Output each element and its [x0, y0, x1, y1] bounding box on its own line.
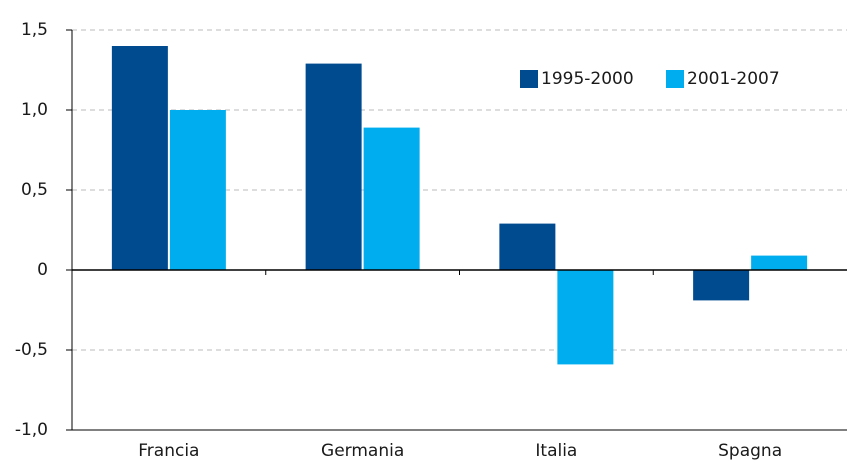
y-tick-label: -0,5: [15, 340, 48, 360]
bar: [363, 127, 420, 270]
bar: [111, 46, 168, 270]
y-tick-label: 1,0: [21, 100, 48, 120]
y-tick-label: 0: [37, 260, 48, 280]
bar: [305, 63, 362, 270]
y-tick-label: 0,5: [21, 180, 48, 200]
legend-swatch: [666, 70, 684, 88]
legend-label: 2001-2007: [687, 69, 780, 89]
bar: [693, 270, 750, 301]
bar: [557, 270, 614, 365]
x-tick-label: Spagna: [718, 441, 782, 461]
bar: [169, 110, 226, 270]
bar: [499, 223, 556, 270]
y-tick-label: 1,5: [21, 20, 48, 40]
x-tick-label: Francia: [138, 441, 199, 461]
bar: [751, 255, 808, 270]
legend-label: 1995-2000: [541, 69, 634, 89]
x-tick-label: Germania: [321, 441, 404, 461]
x-tick-label: Italia: [535, 441, 577, 461]
y-tick-label: -1,0: [15, 420, 48, 440]
legend-swatch: [520, 70, 538, 88]
